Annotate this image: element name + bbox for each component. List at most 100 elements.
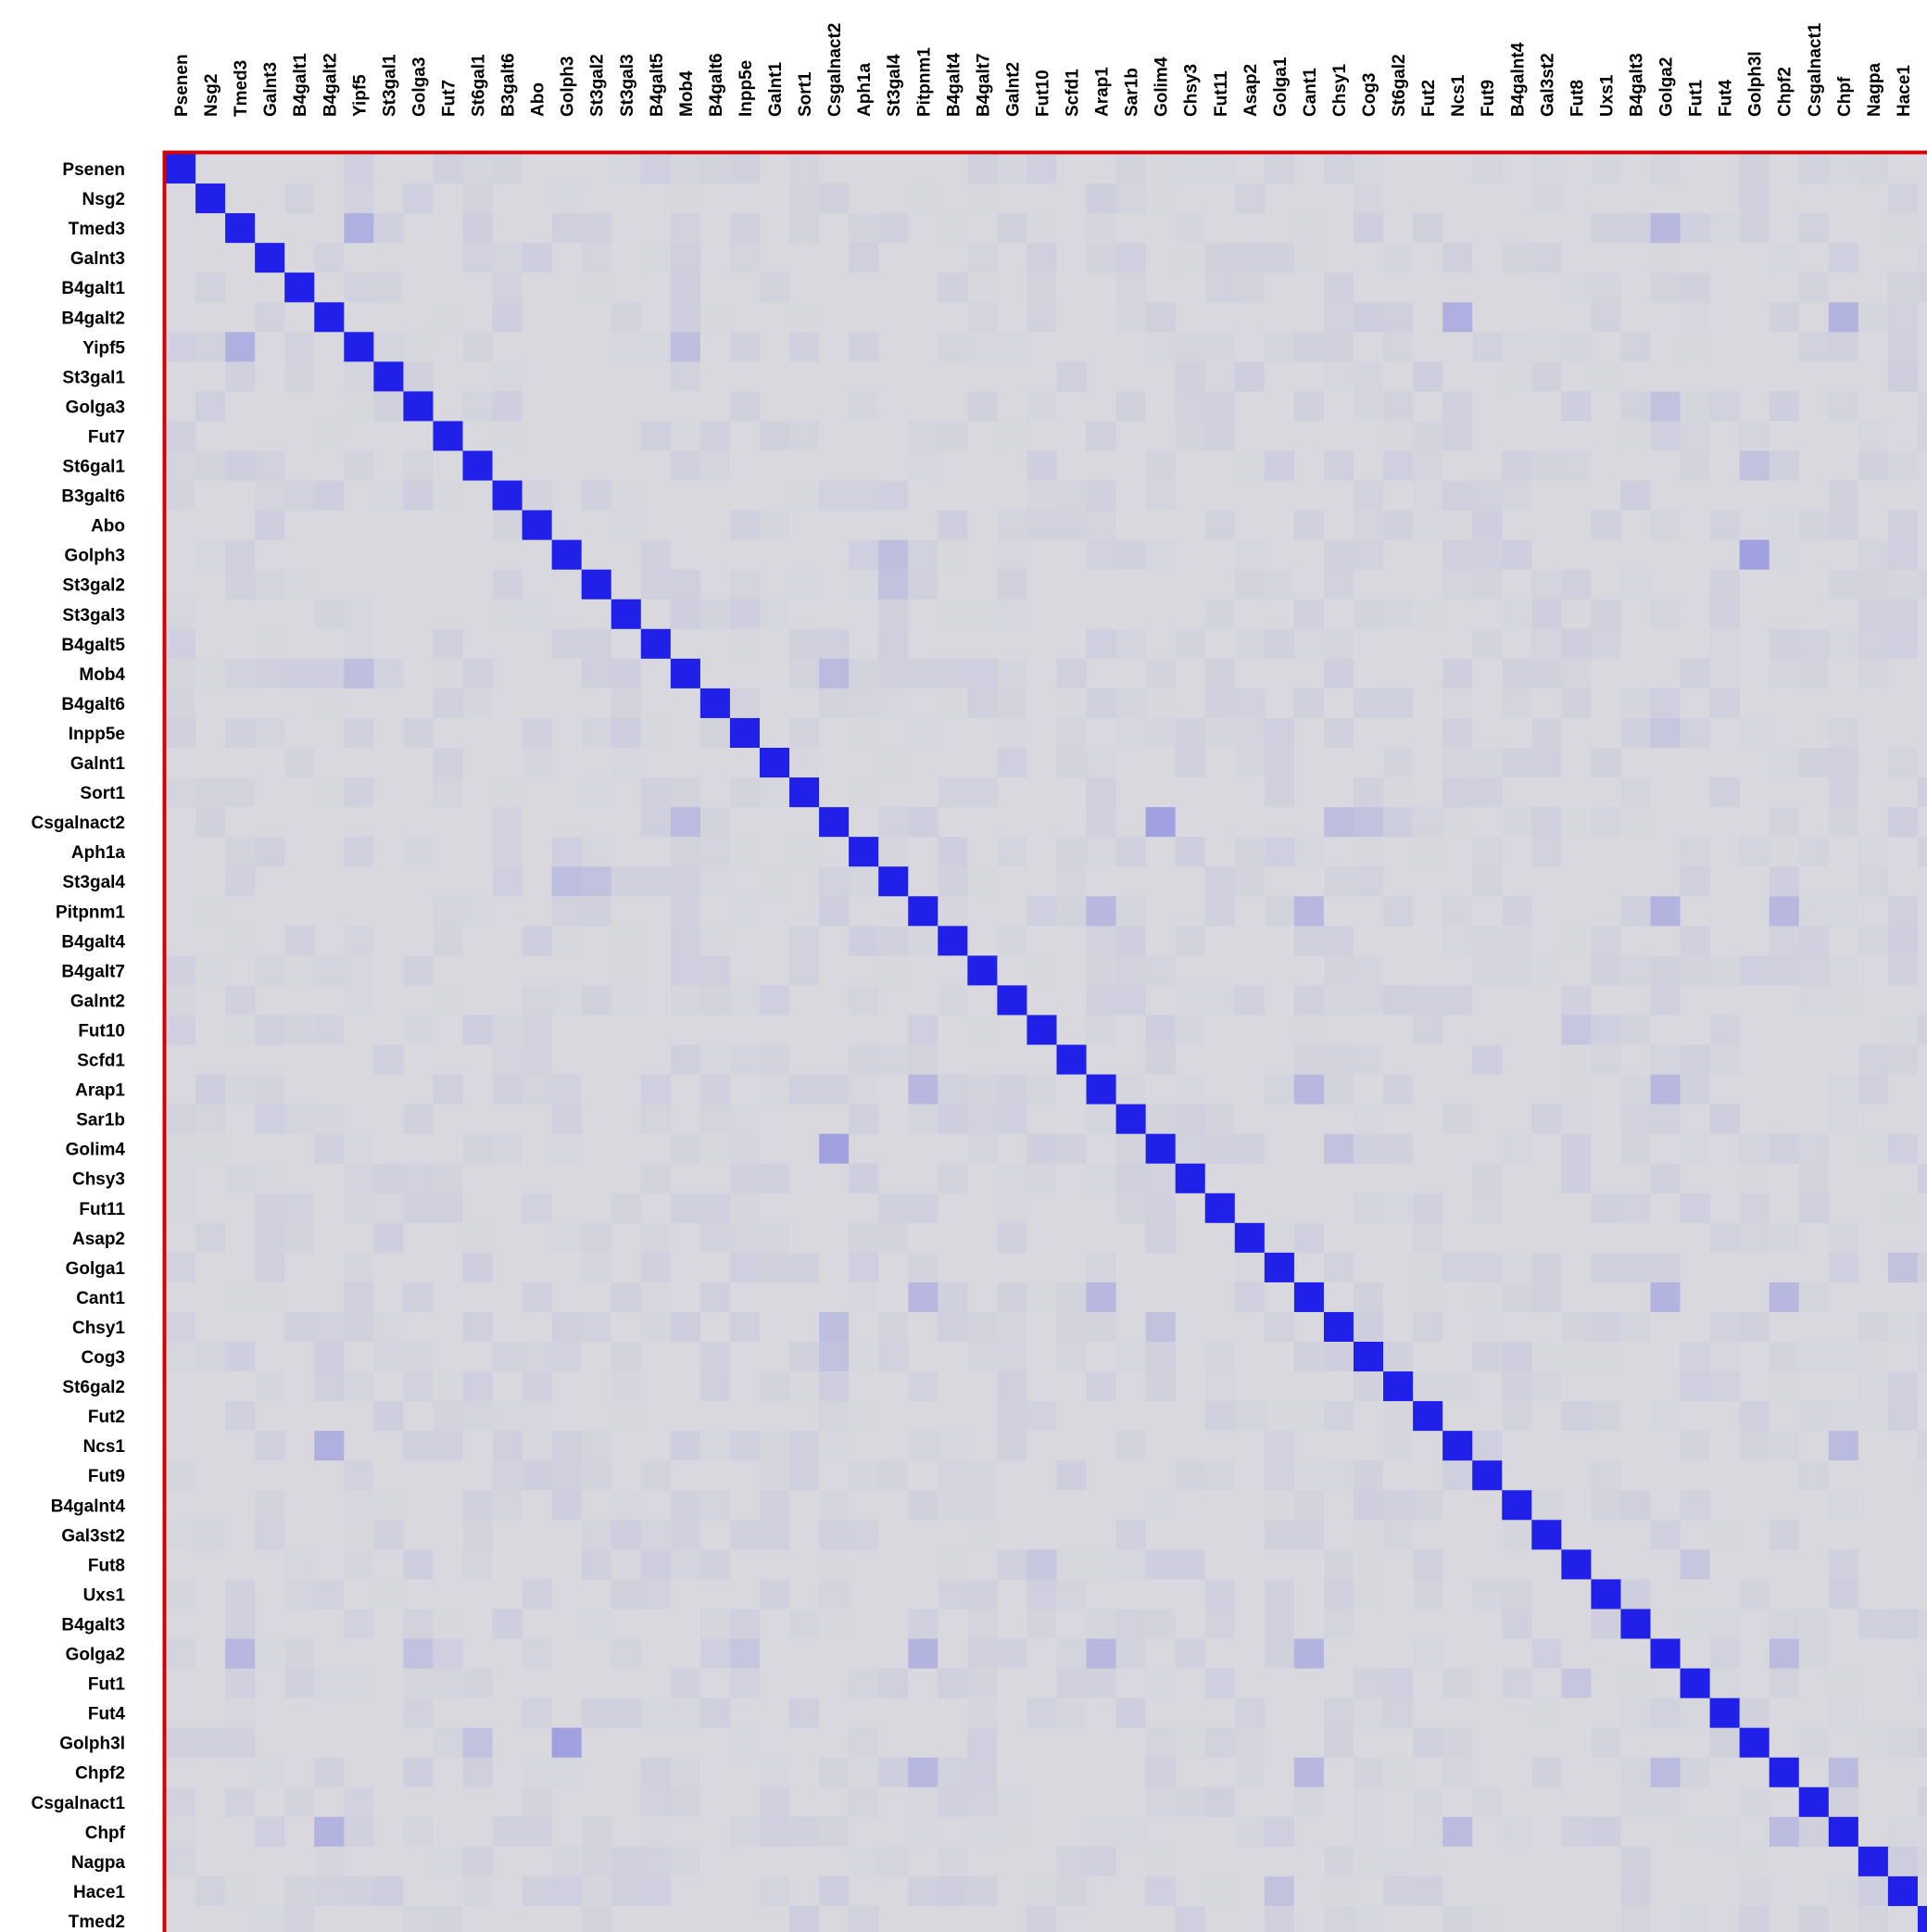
heatmap-cell-St6gal1-Golph3 (551, 450, 583, 482)
heatmap-cell-Golph3l-Fut7 (433, 1727, 464, 1759)
heatmap-cell-Nagpa-Chsy1 (1323, 1846, 1354, 1877)
heatmap-cell-Tmed3-Galnt1 (760, 213, 790, 244)
heatmap-cell-Pitpnm1-Asap2 (1234, 896, 1266, 927)
heatmap-cell-Asap2-St3gal2 (581, 1222, 612, 1254)
heatmap-cell-St3gal1-B4galt1 (284, 361, 315, 392)
heatmap-cell-Galnt2-B4galnt4 (1502, 985, 1532, 1017)
heatmap-cell-St6gal2-Uxs1 (1591, 1371, 1622, 1402)
heatmap-cell-Golph3l-Psenen (166, 1727, 196, 1759)
heatmap-cell-Csgalnact1-Chpf2 (1769, 1787, 1800, 1818)
heatmap-cell-B3galt6-Cant1 (1293, 480, 1325, 511)
heatmap-cell-Golga2-Psenen (166, 1638, 196, 1670)
heatmap-cell-B4galt7-Csgalnact1 (1798, 955, 1830, 986)
heatmap-cell-Uxs1-Galnt3 (255, 1579, 285, 1610)
heatmap-cell-Tmed3-St3gal2 (581, 213, 612, 244)
heatmap-cell-Aph1a-Nsg2 (195, 837, 226, 867)
heatmap-cell-Fut7-Tmed2 (1917, 421, 1927, 452)
heatmap-cell-Nagpa-Golga2 (1650, 1846, 1681, 1877)
heatmap-cell-B4galt6-Hace1 (1887, 688, 1919, 719)
heatmap-cell-Arap1-Uxs1 (1591, 1074, 1622, 1105)
heatmap-cell-Fut4-B4galnt4 (1502, 1698, 1532, 1729)
heatmap-cell-Golph3l-St6gal1 (462, 1727, 494, 1759)
heatmap-cell-Gal3st2-Fut8 (1561, 1520, 1592, 1550)
heatmap-cell-St3gal3-Yipf5 (344, 599, 374, 630)
heatmap-cell-Fut8-Gal3st2 (1531, 1549, 1562, 1580)
heatmap-cell-Asap2-Golph3 (551, 1222, 583, 1254)
heatmap-cell-Golim4-St3gal4 (878, 1133, 909, 1165)
heatmap-cell-B3galt6-B3galt6 (492, 480, 523, 511)
heatmap-cell-Psenen-St3gal2 (581, 154, 612, 184)
heatmap-cell-Psenen-Sort1 (789, 154, 820, 184)
heatmap-cell-Chpf2-Fut4 (1709, 1757, 1741, 1788)
heatmap-cell-Fut11-Chsy3 (1175, 1193, 1206, 1224)
heatmap-cell-B4galnt4-Pitpnm1 (908, 1490, 938, 1521)
heatmap-cell-Psenen-St3gal3 (611, 154, 642, 184)
heatmap-cell-Inpp5e-B4galt6 (699, 717, 731, 749)
heatmap-cell-Golga1-Csgalnact1 (1798, 1252, 1830, 1283)
heatmap-cell-Sort1-Yipf5 (344, 777, 374, 808)
heatmap-cell-Fut1-Fut4 (1709, 1668, 1741, 1699)
heatmap-cell-Hace1-Cant1 (1293, 1875, 1325, 1907)
heatmap-cell-Fut10-Pitpnm1 (908, 1015, 938, 1046)
heatmap-cell-B4galt5-Fut11 (1204, 628, 1236, 660)
heatmap-cell-Chsy1-B4galt3 (1620, 1311, 1652, 1343)
heatmap-cell-Galnt3-Aph1a (849, 243, 879, 273)
heatmap-cell-Inpp5e-Asap2 (1234, 717, 1266, 749)
heatmap-cell-Galnt1-Asap2 (1234, 748, 1266, 778)
heatmap-cell-Sar1b-Fut7 (433, 1104, 464, 1135)
heatmap-cell-Csgalnact2-Fut7 (433, 807, 464, 838)
heatmap-cell-Csgalnact2-St3gal4 (878, 807, 909, 838)
heatmap-cell-Chpf2-Fut2 (1413, 1757, 1443, 1788)
heatmap-cell-Galnt3-B4galt5 (640, 243, 672, 273)
heatmap-cell-Cog3-Scfd1 (1056, 1342, 1088, 1372)
heatmap-cell-Fut1-Asap2 (1234, 1668, 1266, 1699)
heatmap-cell-B4galt2-Golga3 (403, 302, 435, 333)
heatmap-cell-B4galt2-B4galt6 (699, 302, 731, 333)
heatmap-cell-B4galt1-B4galt3 (1620, 272, 1652, 303)
heatmap-cell-B4galt7-Golga1 (1264, 955, 1295, 986)
heatmap-cell-Fut9-Yipf5 (344, 1460, 374, 1491)
heatmap-cell-St3gal2-Tmed3 (225, 569, 256, 600)
heatmap-cell-Chsy3-Cant1 (1293, 1163, 1325, 1194)
heatmap-cell-Fut9-Galnt2 (997, 1460, 1028, 1491)
heatmap-cell-Golga2-Fut11 (1204, 1638, 1236, 1670)
heatmap-cell-St3gal2-Tmed2 (1917, 569, 1927, 600)
heatmap-cell-Sort1-Chsy1 (1323, 777, 1354, 808)
heatmap-cell-Fut4-Fut1 (1680, 1698, 1711, 1729)
heatmap-cell-Csgalnact1-Tmed3 (225, 1787, 256, 1818)
heatmap-cell-B4galt5-Fut8 (1561, 628, 1592, 660)
heatmap-cell-St3gal4-B4galt7 (967, 866, 998, 897)
heatmap-cell-B4galt1-Galnt3 (255, 272, 285, 303)
heatmap-cell-Abo-Chsy1 (1323, 510, 1354, 541)
heatmap-cell-Fut2-B4galt6 (699, 1401, 731, 1432)
heatmap-cell-Golga3-Chsy3 (1175, 391, 1206, 423)
heatmap-cell-Arap1-St3gal3 (611, 1074, 642, 1105)
heatmap-cell-Csgalnact2-B4galt6 (699, 807, 731, 838)
heatmap-cell-Golph3-Fut8 (1561, 539, 1592, 571)
heatmap-cell-Gal3st2-Mob4 (670, 1520, 701, 1550)
heatmap-cell-Pitpnm1-Cog3 (1354, 896, 1384, 927)
heatmap-cell-Sar1b-Csgalnact2 (819, 1104, 850, 1135)
heatmap-cell-B4galt6-Golim4 (1145, 688, 1177, 719)
heatmap-cell-Fut4-Uxs1 (1591, 1698, 1622, 1729)
heatmap-cell-Nsg2-Chsy1 (1323, 183, 1354, 214)
heatmap-cell-B4galt5-Chpf2 (1769, 628, 1800, 660)
heatmap-cell-Golga2-Ncs1 (1442, 1638, 1473, 1670)
heatmap-cell-Golph3l-Tmed2 (1917, 1727, 1927, 1759)
heatmap-cell-Hace1-Fut9 (1472, 1875, 1503, 1907)
heatmap-cell-Hace1-Golph3 (551, 1875, 583, 1907)
heatmap-cell-St6gal2-Pitpnm1 (908, 1371, 938, 1402)
heatmap-cell-Asap2-Sar1b (1115, 1222, 1147, 1254)
heatmap-cell-B4galt5-Galnt1 (760, 628, 790, 660)
heatmap-cell-Nsg2-B3galt6 (492, 183, 523, 214)
heatmap-cell-Galnt3-Yipf5 (344, 243, 374, 273)
heatmap-cell-Uxs1-Fut8 (1561, 1579, 1592, 1610)
heatmap-cell-Fut10-Scfd1 (1056, 1015, 1088, 1046)
heatmap-cell-Chpf-Fut10 (1026, 1816, 1058, 1848)
heatmap-cell-Golph3-St3gal1 (373, 539, 404, 571)
heatmap-cell-Chpf-Galnt3 (255, 1816, 285, 1848)
heatmap-cell-Cant1-B4galt6 (699, 1282, 731, 1313)
heatmap-cell-Fut7-Gal3st2 (1531, 421, 1562, 452)
heatmap-cell-Fut2-Csgalnact1 (1798, 1401, 1830, 1432)
heatmap-cell-Ncs1-Csgalnact1 (1798, 1431, 1830, 1461)
